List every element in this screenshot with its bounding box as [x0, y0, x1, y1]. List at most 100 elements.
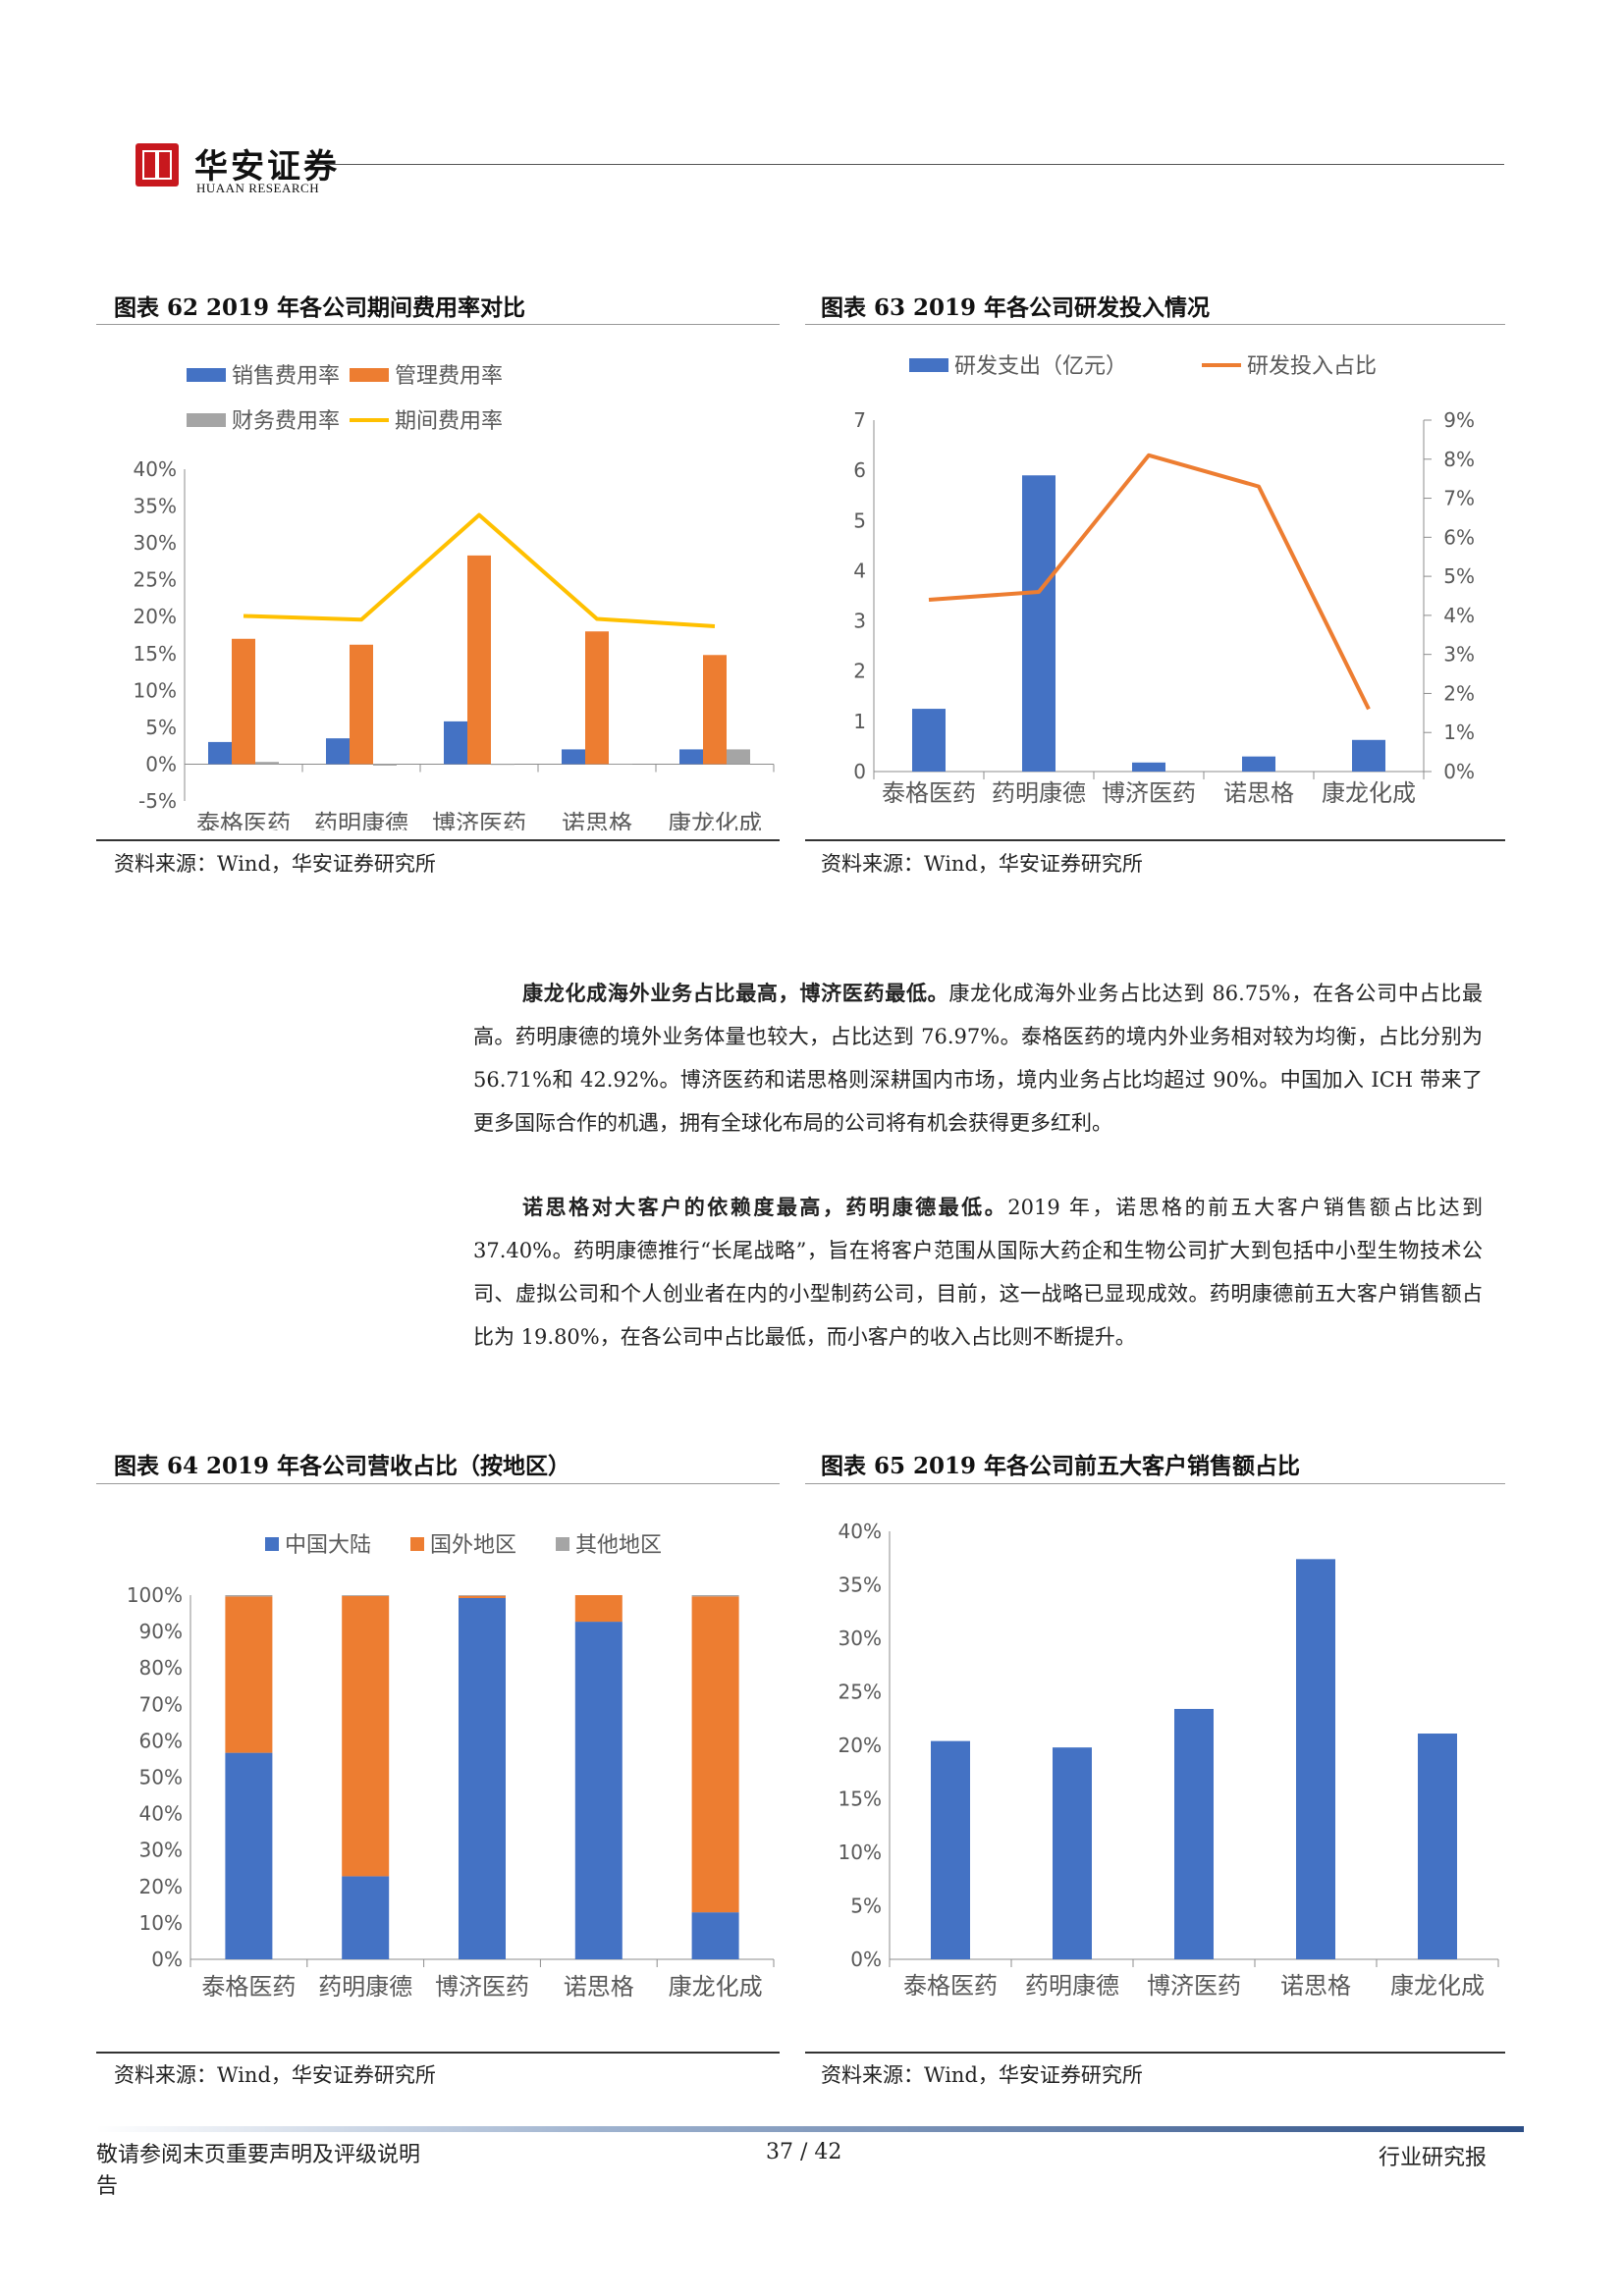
- page-number: 37 / 42: [766, 2140, 842, 2164]
- bar-mainland: [691, 1912, 739, 1959]
- bar-sales: [444, 721, 467, 765]
- x-tick-label: 泰格医药: [903, 1972, 998, 2000]
- y-tick-label: 20%: [839, 1734, 882, 1757]
- y-tick-label: 2: [853, 660, 866, 683]
- legend-admin-rate-label: 管理费用率: [395, 364, 503, 389]
- bar-overseas: [342, 1595, 390, 1877]
- bar-sales: [208, 741, 232, 765]
- y-tick-label: 7: [853, 408, 866, 432]
- y2-tick-label: 6%: [1443, 525, 1475, 549]
- paragraph-overseas-text: 康龙化成海外业务占比达到 86.75%，在各公司中占比最高。药明康德的境外业务体…: [473, 982, 1483, 1135]
- x-tick-label: 博济医药: [432, 810, 526, 830]
- footer-disclaimer-line1: 敬请参阅末页重要声明及评级说明: [96, 2143, 421, 2167]
- y-tick-label: 40%: [139, 1802, 183, 1826]
- y-tick-label: 40%: [134, 457, 177, 481]
- y-tick-label: 10%: [839, 1841, 882, 1864]
- bar-rd-spend: [912, 709, 946, 772]
- y2-tick-label: 8%: [1443, 448, 1475, 471]
- y-tick-label: 25%: [134, 568, 177, 592]
- line-period-rate: [243, 512, 716, 628]
- legend-finance-rate-swatch: [187, 413, 226, 427]
- y-tick-label: 25%: [839, 1681, 882, 1704]
- legend-overseas-label: 国外地区: [430, 1533, 516, 1558]
- fig63-source: 资料来源：Wind，华安证券研究所: [821, 852, 1143, 876]
- bar-other: [225, 1595, 273, 1597]
- bar-sales: [679, 749, 703, 765]
- bar-rd-spend: [1132, 762, 1165, 772]
- legend-finance-rate-label: 财务费用率: [232, 409, 340, 434]
- fig65-source: 资料来源：Wind，华安证券研究所: [821, 2063, 1143, 2087]
- y-tick-label: 0%: [850, 1948, 882, 1971]
- y2-tick-label: 2%: [1443, 681, 1475, 705]
- y-tick-label: 40%: [839, 1520, 882, 1543]
- legend-sales-rate-swatch: [187, 368, 226, 382]
- bar-admin: [232, 638, 255, 765]
- bar-sales: [326, 738, 350, 765]
- bar-mainland: [574, 1622, 623, 1959]
- y-tick-label: 15%: [839, 1788, 882, 1811]
- x-tick-label: 泰格医药: [196, 810, 291, 830]
- x-tick-label: 药明康德: [1025, 1972, 1119, 2000]
- y-tick-label: 60%: [139, 1729, 183, 1752]
- paragraph-overseas-lead: 康龙化成海外业务占比最高，博济医药最低。: [522, 981, 949, 1005]
- bar-sales: [562, 749, 585, 765]
- bar-top5-share: [1174, 1708, 1214, 1959]
- fig62-top-rule: [96, 324, 780, 325]
- bar-overseas: [691, 1596, 739, 1913]
- brand-name-cn: 华安证券: [194, 147, 340, 187]
- bar-admin: [467, 555, 491, 765]
- x-tick-label: 康龙化成: [668, 810, 762, 830]
- y-tick-label: 35%: [839, 1574, 882, 1597]
- y-tick-label: 30%: [839, 1627, 882, 1650]
- bar-finance: [491, 764, 514, 766]
- x-tick-label: 诺思格: [1280, 1972, 1351, 2000]
- y-tick-label: 5: [853, 508, 866, 532]
- bar-top5-share: [1053, 1747, 1092, 1959]
- y-tick-label: 20%: [134, 605, 177, 628]
- x-tick-label: 诺思格: [562, 810, 632, 830]
- bar-finance: [373, 764, 397, 766]
- y2-tick-label: 5%: [1443, 564, 1475, 588]
- header-rule: [316, 164, 1504, 165]
- bar-mainland: [342, 1876, 390, 1959]
- legend-admin-rate-swatch: [350, 368, 389, 382]
- y-tick-label: 5%: [850, 1895, 882, 1918]
- y-tick-label: 0%: [151, 1948, 183, 1971]
- bar-rd-spend: [1242, 756, 1275, 772]
- bar-overseas: [574, 1595, 623, 1623]
- x-tick-label: 博济医药: [435, 1973, 529, 2001]
- bar-finance: [609, 764, 632, 765]
- fig62-bottom-rule: [96, 839, 780, 841]
- y-tick-label: 50%: [139, 1766, 183, 1789]
- fig64-title: 图表 64 2019 年各公司营收占比（按地区）: [114, 1453, 571, 1479]
- line-rd-ratio: [928, 453, 1371, 711]
- paragraph-customers: 诺思格对大客户的依赖度最高，药明康德最低。2019 年，诺思格的前五大客户销售额…: [473, 1186, 1483, 1359]
- x-tick-label: 康龙化成: [1390, 1972, 1485, 2000]
- y2-tick-label: 0%: [1443, 760, 1475, 783]
- legend-mainland-swatch: [265, 1537, 279, 1551]
- fig65-title: 图表 65 2019 年各公司前五大客户销售额占比: [821, 1453, 1301, 1479]
- fig63-bottom-rule: [805, 839, 1505, 841]
- y-tick-label: 4: [853, 559, 866, 582]
- fig63-top-rule: [805, 324, 1505, 325]
- bar-overseas: [459, 1595, 506, 1598]
- bar-other: [342, 1595, 390, 1596]
- fig64-top-rule: [96, 1483, 780, 1484]
- bar-admin: [350, 644, 373, 765]
- bar-rd-spend: [1022, 475, 1056, 772]
- y2-tick-label: 3%: [1443, 643, 1475, 667]
- legend-mainland-label: 中国大陆: [285, 1533, 371, 1558]
- legend-other-swatch: [556, 1537, 569, 1551]
- paragraph-customers-text: 2019 年，诺思格的前五大客户销售额占比达到 37.40%。药明康德推行“长尾…: [473, 1196, 1484, 1349]
- y-tick-label: 15%: [134, 642, 177, 666]
- legend-sales-rate-label: 销售费用率: [232, 364, 340, 389]
- y-tick-label: -5%: [138, 789, 177, 813]
- y2-tick-label: 1%: [1443, 721, 1475, 744]
- bar-admin: [703, 655, 727, 765]
- x-tick-label: 康龙化成: [669, 1973, 763, 2001]
- footer-bar: [96, 2126, 1524, 2132]
- y2-tick-label: 9%: [1443, 408, 1475, 432]
- fig65-top-rule: [805, 1483, 1505, 1484]
- huaan-logo-icon: [135, 143, 179, 187]
